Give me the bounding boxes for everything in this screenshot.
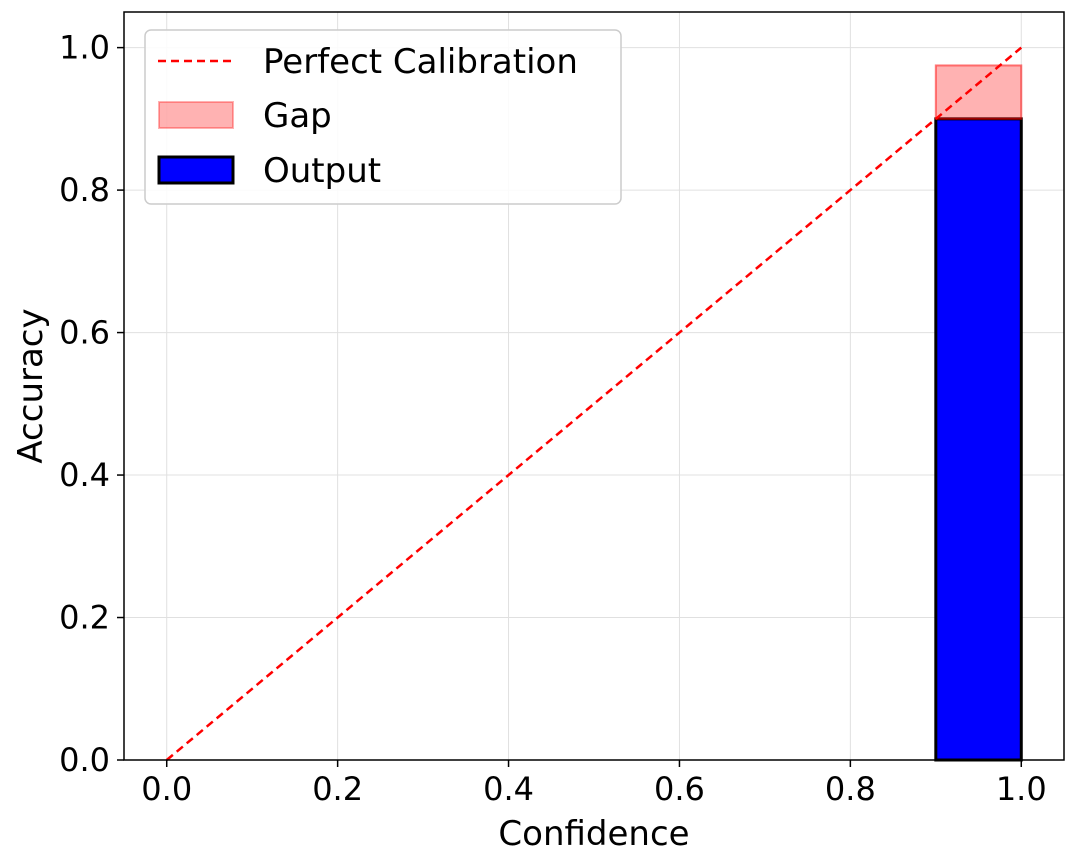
bars: [934, 64, 1023, 762]
y-tick-label: 0.0: [59, 741, 110, 779]
legend-box: [144, 29, 622, 205]
legend-label-perfect-calibration: Perfect Calibration: [263, 42, 578, 82]
legend-swatch-output: [157, 155, 235, 185]
y-tick-label: 0.2: [59, 599, 110, 637]
gap-bar: [934, 64, 1023, 120]
x-tick-label: 1.0: [996, 770, 1047, 808]
x-axis-label: Confidence: [498, 814, 689, 854]
y-tick-label: 0.8: [59, 171, 110, 209]
ticks: 0.0 0.2 0.4 0.6 0.8 1.0 0.0 0.2 0.4 0.6 0.8 1.0: [59, 29, 1047, 808]
x-tick-label: 0.4: [483, 770, 534, 808]
perfect-calibration-line: [165, 46, 1023, 761]
x-tick-label: 0.0: [141, 770, 192, 808]
legend-swatch-gap: [158, 101, 234, 129]
x-tick-label: 0.6: [654, 770, 705, 808]
legend: Perfect Calibration Gap Output: [144, 29, 622, 205]
legend-label-gap: Gap: [263, 96, 332, 136]
x-tick-label: 0.2: [312, 770, 363, 808]
y-tick-label: 1.0: [59, 29, 110, 67]
output-bar: [934, 117, 1023, 762]
calibration-line-layer: [165, 46, 1023, 761]
y-tick-label: 0.6: [59, 314, 110, 352]
y-axis-label: Accuracy: [11, 308, 51, 463]
legend-label-output: Output: [263, 151, 381, 191]
x-tick-label: 0.8: [825, 770, 876, 808]
y-tick-label: 0.4: [59, 456, 110, 494]
plot-frame: [123, 11, 1065, 761]
